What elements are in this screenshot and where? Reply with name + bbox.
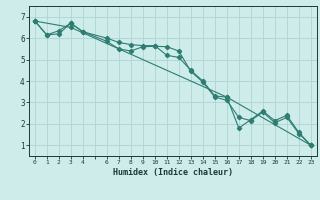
X-axis label: Humidex (Indice chaleur): Humidex (Indice chaleur) [113,168,233,177]
